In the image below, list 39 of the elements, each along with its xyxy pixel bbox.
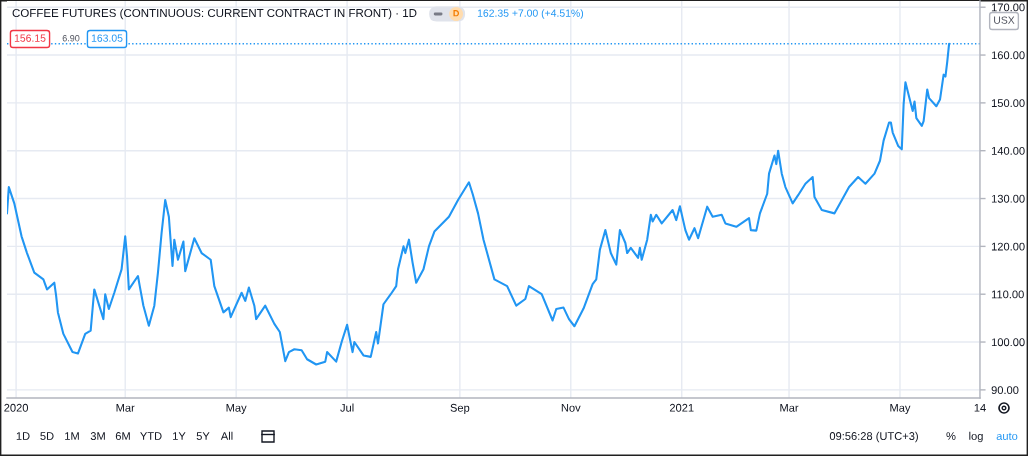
x-tick-label: May (890, 403, 911, 414)
x-tick-label: Nov (561, 403, 581, 412)
x-tick-label: 14 (974, 403, 986, 412)
text: 1D (16, 432, 30, 440)
text: All (220, 431, 233, 440)
text: log (969, 431, 983, 443)
annotation: 162.35 +7.00 (+4.51%) (477, 9, 584, 19)
text: 3M (90, 432, 105, 440)
annotation: 156.15 (14, 34, 46, 42)
annotation: D (453, 10, 460, 17)
text: 1M (65, 432, 79, 440)
x-tick-label: 2020 (4, 403, 29, 412)
annotation: 163.05 (91, 34, 123, 42)
y-tick-label: 170.00 (991, 3, 1025, 12)
text: COFFEE FUTURES (CONTINUOUS: CURRENT CONTRACT IN FRONT) · 1D (12, 8, 417, 20)
text: 09:56:28 (UTC+3) (829, 431, 918, 443)
text: 6M (115, 432, 130, 440)
x-tick-label: 2021 (669, 403, 694, 412)
text: 5Y (196, 432, 210, 440)
y-tick-label: 90.00 (991, 386, 1019, 394)
x-tick-label: May (226, 403, 247, 414)
x-tick-label: Mar (780, 403, 799, 412)
x-tick-label: Mar (116, 403, 135, 412)
y-tick-label: 120.00 (991, 242, 1025, 251)
text: YTD (140, 432, 162, 440)
y-tick-label: 110.00 (991, 290, 1024, 299)
text: 5D (40, 432, 54, 440)
text: auto (996, 432, 1018, 440)
x-tick-label: Sep (450, 403, 470, 414)
text: % (946, 432, 956, 440)
y-axis-title: USX (994, 16, 1015, 24)
y-tick-label: 100.00 (991, 338, 1025, 347)
annotation: 6.90 (62, 35, 80, 42)
y-tick-label: 140.00 (991, 146, 1025, 155)
y-tick-label: 130.00 (991, 194, 1025, 203)
x-tick-label: Jul (340, 403, 354, 412)
y-tick-label: 150.00 (991, 99, 1025, 108)
text: 1Y (173, 432, 186, 440)
y-tick-label: 160.00 (991, 51, 1025, 60)
